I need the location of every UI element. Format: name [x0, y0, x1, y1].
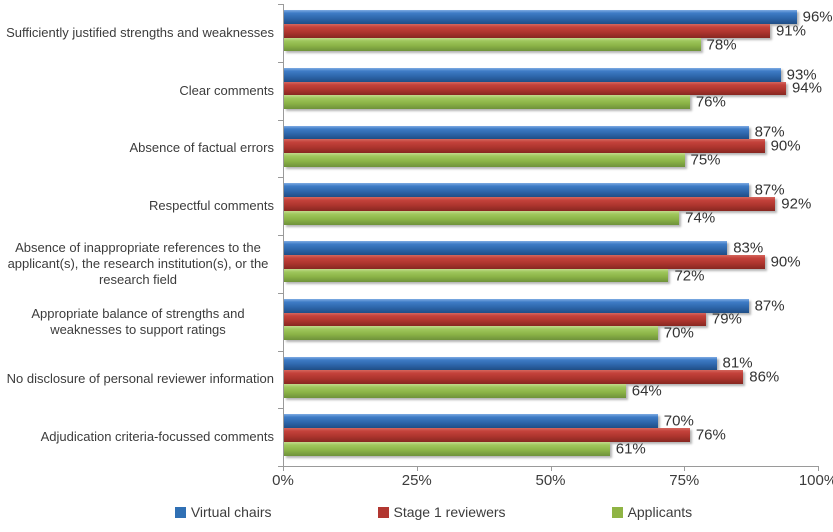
category-label-text: Sufficiently justified strengths and wea…	[6, 24, 274, 40]
bar-virtual-chairs	[284, 414, 658, 429]
bar-applicants	[284, 441, 610, 456]
bar-virtual-chairs	[284, 10, 797, 24]
category-label: Adjudication criteria-focussed comments	[2, 408, 274, 466]
value-axis-tick	[550, 466, 552, 471]
bar-stage-1-reviewers	[284, 254, 765, 269]
bar-virtual-chairs	[284, 183, 749, 198]
value-label: 64%	[631, 382, 662, 400]
legend-swatch-icon	[377, 506, 389, 518]
value-label: 90%	[770, 253, 801, 271]
category-axis-tick	[278, 177, 283, 179]
value-label: 83%	[733, 239, 764, 257]
category-label-text: Respectful comments	[149, 198, 274, 214]
category-label: Clear comments	[2, 62, 274, 120]
legend-label: Virtual chairs	[190, 504, 272, 520]
value-label: 96%	[802, 8, 833, 26]
bar-applicants	[284, 37, 701, 52]
legend-item-stage-1-reviewers: Stage 1 reviewers	[377, 504, 506, 520]
category-axis-tick	[278, 466, 283, 467]
value-label: 91%	[775, 22, 806, 40]
category-label: No disclosure of personal reviewer infor…	[2, 351, 274, 409]
value-label: 78%	[706, 36, 737, 53]
category-axis-tick	[278, 4, 283, 5]
legend-label: Stage 1 reviewers	[393, 504, 506, 520]
bar-stage-1-reviewers	[284, 370, 744, 385]
legend-swatch-icon	[174, 506, 186, 518]
value-label: 93%	[786, 66, 817, 84]
value-axis-tick-label: 100%	[798, 472, 833, 489]
category-axis-tick	[278, 119, 283, 121]
category-label-text: Adjudication criteria-focussed comments	[40, 429, 274, 445]
category-axis-tick	[278, 235, 283, 236]
category-label-text: Absence of inappropriate references to t…	[7, 239, 269, 287]
value-label: 76%	[695, 426, 726, 444]
value-axis-tick	[416, 466, 418, 471]
value-axis-tick	[818, 466, 819, 471]
value-label: 75%	[690, 151, 721, 169]
category-label: Respectful comments	[2, 177, 274, 235]
category-axis-tick	[278, 350, 283, 352]
value-label: 76%	[695, 93, 726, 111]
bar-stage-1-reviewers	[284, 139, 765, 154]
legend-swatch-icon	[611, 506, 623, 518]
value-axis-tick-label: 25%	[401, 472, 432, 489]
value-label: 79%	[711, 310, 742, 328]
value-label: 87%	[754, 123, 785, 141]
bar-virtual-chairs	[284, 356, 717, 371]
category-label: Sufficiently justified strengths and wea…	[2, 4, 274, 62]
bar-applicants	[284, 95, 690, 110]
bar-applicants	[284, 268, 669, 283]
category-axis-line	[283, 4, 284, 466]
bar-virtual-chairs	[284, 67, 781, 82]
value-label: 86%	[749, 368, 780, 386]
value-axis-tick-label: 0%	[272, 472, 294, 489]
value-label: 92%	[781, 195, 812, 213]
value-label: 70%	[663, 324, 694, 342]
value-axis-tick-label: 50%	[535, 472, 566, 489]
value-label: 87%	[754, 181, 785, 199]
bar-virtual-chairs	[284, 298, 749, 313]
bar-stage-1-reviewers	[284, 197, 776, 211]
category-label: Absence of inappropriate references to t…	[2, 235, 274, 293]
value-axis-tick	[283, 466, 284, 471]
value-label: 81%	[722, 354, 753, 372]
category-label-text: Appropriate balance of strengths and wea…	[31, 305, 245, 337]
category-label-text: Clear comments	[179, 82, 274, 98]
bar-virtual-chairs	[284, 125, 749, 140]
legend: Virtual chairs Stage 1 reviewers Applicant…	[17, 504, 833, 520]
value-label: 72%	[674, 267, 705, 284]
bar-virtual-chairs	[284, 241, 728, 255]
category-axis-tick	[278, 408, 283, 410]
legend-item-virtual-chairs: Virtual chairs	[174, 504, 272, 520]
bar-stage-1-reviewers	[284, 428, 690, 442]
bar-applicants	[284, 326, 658, 341]
category-axis-tick	[278, 61, 283, 63]
value-axis-tick	[684, 466, 686, 471]
value-label: 87%	[754, 297, 785, 315]
bar-applicants	[284, 153, 685, 167]
value-label: 90%	[770, 137, 801, 155]
category-axis-tick	[278, 292, 283, 294]
category-label: Appropriate balance of strengths and wea…	[2, 293, 274, 351]
value-label: 61%	[615, 440, 646, 458]
category-label-text: No disclosure of personal reviewer infor…	[6, 371, 274, 387]
value-label: 74%	[685, 209, 716, 227]
value-axis-tick-label: 75%	[669, 472, 700, 489]
legend-label: Applicants	[627, 504, 693, 520]
bar-applicants	[284, 210, 680, 225]
category-label: Absence of factual errors	[2, 120, 274, 178]
category-label-text: Absence of factual errors	[129, 140, 274, 156]
legend-item-applicants: Applicants	[611, 504, 693, 520]
bar-stage-1-reviewers	[284, 81, 786, 96]
bar-stage-1-reviewers	[284, 312, 706, 327]
bar-stage-1-reviewers	[284, 23, 770, 38]
value-label: 94%	[791, 79, 822, 97]
bar-applicants	[284, 384, 626, 398]
value-label: 70%	[663, 412, 694, 430]
